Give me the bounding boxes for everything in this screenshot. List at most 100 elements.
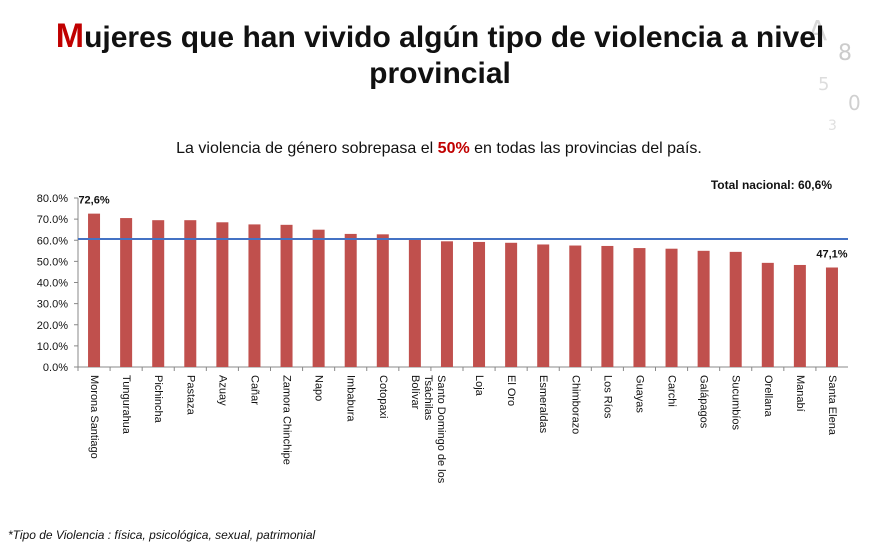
x-category-label-line: Morona Santiago: [88, 375, 100, 459]
bar: [633, 248, 646, 367]
bar: [537, 244, 550, 367]
x-category-label: Zamora Chinchipe: [281, 375, 293, 465]
x-category-label: Cotopaxi: [377, 375, 389, 418]
y-tick-label: 40.0%: [37, 278, 68, 290]
bar: [729, 251, 742, 367]
svg-text:A: A: [808, 14, 827, 47]
x-category-label-line: Tungurahua: [120, 375, 132, 435]
x-category-label-line: Azuay: [216, 375, 228, 406]
subtitle-after: en todas las provincias del país.: [474, 140, 702, 157]
bar: [184, 220, 197, 367]
bar: [152, 220, 165, 367]
x-category-label-line: Carchi: [666, 375, 678, 407]
x-category-label: Bolívar: [409, 375, 421, 410]
bar: [120, 218, 133, 367]
bar: [440, 241, 453, 367]
x-category-label: Chimborazo: [569, 375, 581, 434]
x-category-label: Pichincha: [152, 375, 164, 424]
x-category-label-line: Orellana: [762, 375, 774, 417]
bar: [697, 250, 710, 367]
x-category-label: Santo Domingo de losTsáchilas: [422, 375, 447, 484]
x-category-label: Loja: [473, 375, 485, 397]
data-label: 47,1%: [816, 249, 847, 261]
bar: [344, 233, 357, 367]
x-category-label: Morona Santiago: [88, 375, 100, 459]
x-category-label-line: El Oro: [505, 375, 517, 406]
x-category-label: Santa Elena: [826, 375, 838, 436]
x-category-label: Cañar: [248, 375, 260, 405]
x-category-label: Los Ríos: [601, 375, 613, 419]
x-category-label-line: Imbabura: [345, 375, 357, 422]
x-category-label-line: Guayas: [633, 375, 645, 413]
x-category-label-line: Manabí: [794, 375, 806, 412]
title-initial: M: [55, 17, 85, 55]
subtitle-highlight: 50%: [437, 140, 470, 157]
y-tick-label: 10.0%: [37, 341, 68, 353]
bar: [505, 242, 518, 367]
y-tick-label: 30.0%: [37, 299, 68, 311]
x-category-label-line: Pichincha: [152, 375, 164, 424]
bar: [88, 213, 101, 367]
bar: [216, 222, 229, 367]
bar: [793, 264, 806, 367]
x-category-label-line: Sucumbíos: [730, 375, 742, 431]
x-category-label: Napo: [313, 375, 325, 401]
x-category-label-line: Cañar: [248, 375, 260, 405]
x-category-label: Sucumbíos: [730, 375, 742, 431]
bar: [601, 245, 614, 367]
x-category-label: Pastaza: [184, 375, 196, 416]
bar: [376, 234, 389, 367]
x-category-label-line: Santa Elena: [826, 375, 838, 436]
x-category-label: Manabí: [794, 375, 806, 412]
y-tick-label: 0.0%: [43, 362, 68, 374]
bar: [473, 241, 486, 367]
x-category-label-line: Chimborazo: [569, 375, 581, 434]
bar: [408, 238, 421, 367]
bar: [761, 262, 774, 367]
x-category-label: Orellana: [762, 375, 774, 417]
y-tick-label: 50.0%: [37, 256, 68, 268]
svg-text:5: 5: [818, 74, 829, 95]
decorative-numbers-graphic: A 8 5 0 3: [808, 14, 861, 134]
x-category-label-line: Esmeraldas: [537, 375, 549, 434]
x-category-label-line: Bolívar: [409, 375, 421, 410]
x-category-label-line: Pastaza: [184, 375, 196, 416]
x-category-label: Esmeraldas: [537, 375, 549, 434]
x-category-label-line: Los Ríos: [601, 375, 613, 419]
x-category-label-line: Tsáchilas: [422, 375, 434, 421]
svg-text:3: 3: [828, 118, 837, 134]
subtitle-before: La violencia de género sobrepasa el: [176, 140, 434, 157]
bar: [312, 229, 325, 367]
x-category-label-line: Cotopaxi: [377, 375, 389, 418]
bar: [665, 248, 678, 367]
footnote: *Tipo de Violencia : física, psicológica…: [8, 528, 316, 542]
svg-text:0: 0: [848, 91, 861, 115]
page-title: Mujeres que han vivido algún tipo de vio…: [20, 18, 860, 92]
title-text: ujeres que han vivido algún tipo de viol…: [84, 21, 825, 90]
x-category-label: El Oro: [505, 375, 517, 406]
x-category-label: Carchi: [666, 375, 678, 407]
x-category-label-line: Loja: [473, 375, 485, 397]
x-category-label-line: Napo: [313, 375, 325, 401]
total-national-label: Total nacional: 60,6%: [710, 178, 832, 192]
y-tick-label: 80.0%: [37, 193, 68, 205]
subtitle: La violencia de género sobrepasa el 50% …: [0, 140, 878, 158]
bar: [280, 224, 293, 367]
y-tick-label: 60.0%: [37, 235, 68, 247]
bar: [825, 267, 838, 367]
svg-text:8: 8: [838, 41, 852, 66]
x-category-label: Tungurahua: [120, 375, 132, 435]
x-category-label: Galápagos: [698, 375, 710, 429]
x-category-label-line: Santo Domingo de los: [435, 375, 447, 484]
data-label: 72,6%: [78, 195, 109, 207]
x-category-label: Guayas: [633, 375, 645, 413]
x-category-label: Azuay: [216, 375, 228, 406]
y-tick-label: 70.0%: [37, 214, 68, 226]
x-category-label-line: Zamora Chinchipe: [281, 375, 293, 465]
bar-chart: 0.0% 10.0% 20.0% 30.0% 40.0% 50.0% 60.0% 70.0% 8…: [37, 193, 848, 484]
bar: [569, 245, 582, 367]
bar: [248, 224, 261, 367]
x-category-label-line: Galápagos: [698, 375, 710, 429]
x-category-label: Imbabura: [345, 375, 357, 422]
y-tick-label: 20.0%: [37, 320, 68, 332]
